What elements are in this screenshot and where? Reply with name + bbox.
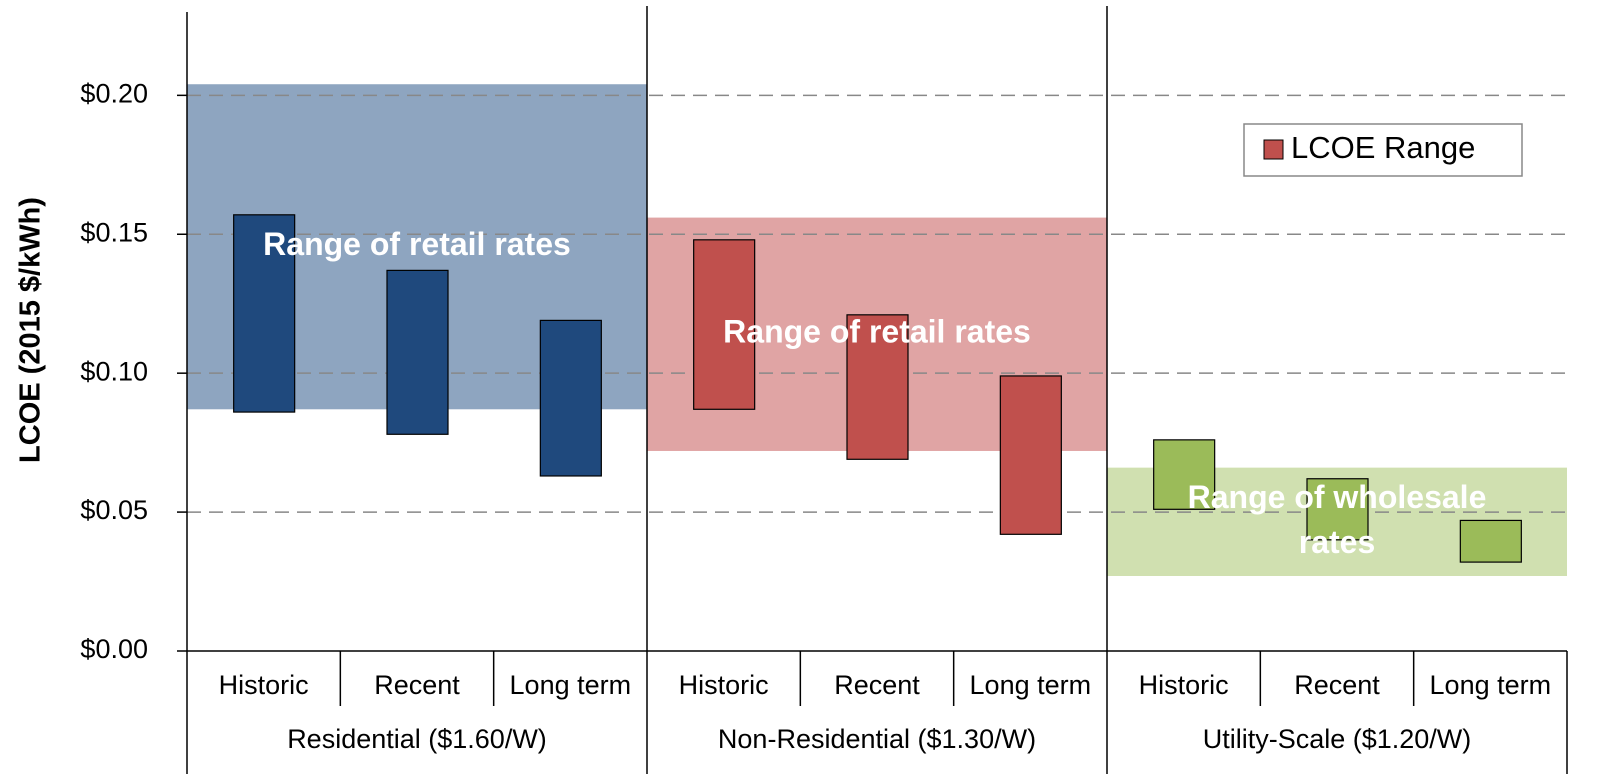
- x-tick-label: Long term: [970, 670, 1092, 700]
- legend-swatch: [1263, 139, 1284, 160]
- range-bar: [386, 269, 449, 435]
- x-tick-label: Historic: [679, 670, 769, 700]
- range-bar: [999, 375, 1062, 535]
- range-bar: [233, 214, 296, 413]
- x-tick-label: Long term: [1430, 670, 1552, 700]
- group-label: Non-Residential ($1.30/W): [718, 724, 1036, 754]
- y-tick-label: $0.15: [80, 217, 148, 247]
- band-label: Range of retail rates: [263, 226, 571, 262]
- range-bar: [1306, 478, 1369, 541]
- legend-box: [1243, 123, 1523, 177]
- band-label: rates: [1299, 524, 1376, 560]
- range-bar: [1153, 439, 1216, 510]
- legend-label: LCOE Range: [1291, 130, 1475, 165]
- x-tick-label: Historic: [1139, 670, 1229, 700]
- y-tick-label: $0.05: [80, 495, 148, 525]
- x-tick-label: Recent: [1294, 670, 1380, 700]
- range-bar: [846, 314, 909, 460]
- y-axis-label: LCOE (2015 $/kWh): [15, 197, 47, 463]
- range-bar: [539, 319, 602, 477]
- x-tick-label: Recent: [834, 670, 920, 700]
- band-label: Range of wholesale: [1188, 479, 1487, 515]
- y-tick-label: $0.10: [80, 356, 148, 386]
- range-bar: [1459, 519, 1522, 563]
- x-tick-label: Historic: [219, 670, 309, 700]
- band-label: Range of retail rates: [723, 314, 1031, 350]
- x-tick-label: Recent: [374, 670, 460, 700]
- group-label: Utility-Scale ($1.20/W): [1203, 724, 1472, 754]
- range-bar: [693, 239, 756, 410]
- y-tick-label: $0.00: [80, 634, 148, 664]
- x-tick-label: Long term: [510, 670, 632, 700]
- group-label: Residential ($1.60/W): [287, 724, 547, 754]
- y-tick-label: $0.20: [80, 78, 148, 108]
